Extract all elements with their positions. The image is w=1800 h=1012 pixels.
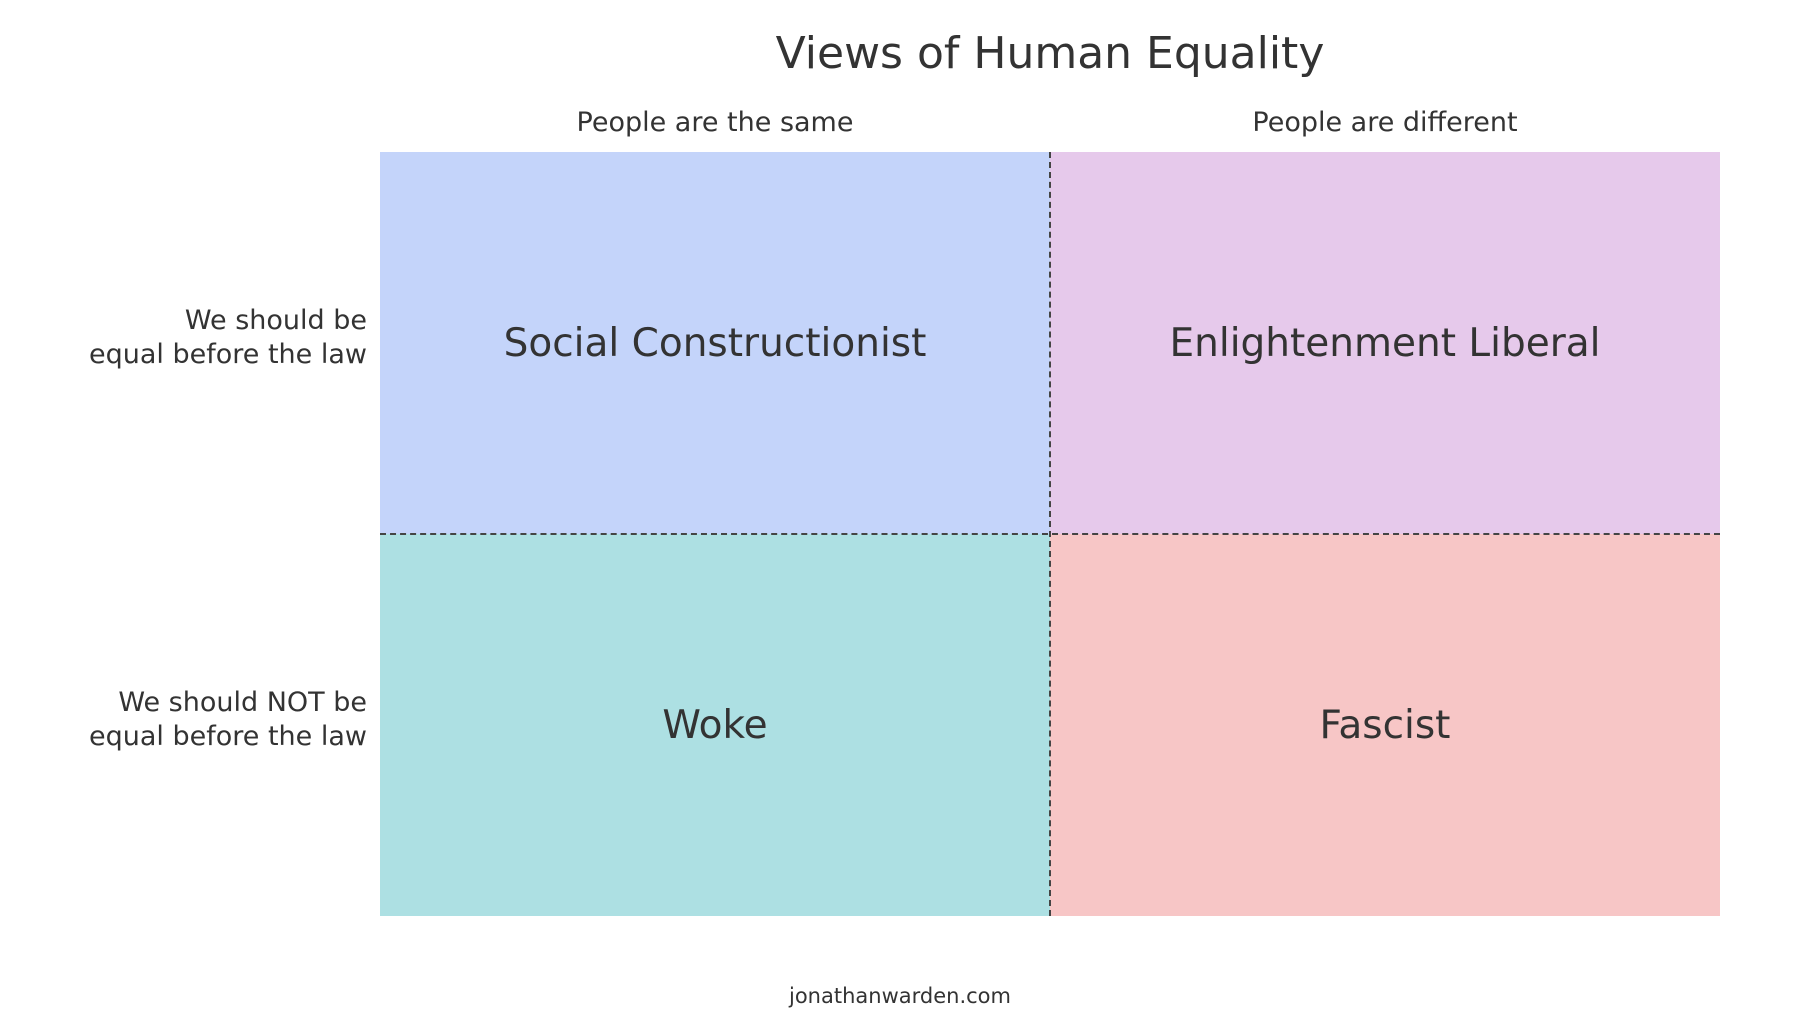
quadrant-enlightenment-liberal: Enlightenment Liberal: [1050, 152, 1720, 534]
quadrant-woke: Woke: [380, 534, 1050, 916]
row-header-not-equal-line2: equal before the law: [89, 721, 367, 752]
quadrant-social-constructionist: Social Constructionist: [380, 152, 1050, 534]
column-header-same: People are the same: [576, 107, 854, 138]
column-header-different: People are different: [1252, 107, 1518, 138]
quadrant-fascist: Fascist: [1050, 534, 1720, 916]
row-header-equal-line2: equal before the law: [89, 339, 367, 370]
row-header-equal: We should be equal before the law: [40, 304, 367, 372]
quadrant-grid: Social Constructionist Enlightenment Lib…: [380, 152, 1720, 916]
row-header-not-equal-line1: We should NOT be: [118, 687, 367, 718]
footer-credit: jonathanwarden.com: [789, 984, 1011, 1008]
row-header-not-equal: We should NOT be equal before the law: [40, 686, 367, 754]
diagram-title: Views of Human Equality: [775, 28, 1325, 79]
row-header-equal-line1: We should be: [184, 305, 367, 336]
horizontal-divider: [380, 533, 1720, 535]
